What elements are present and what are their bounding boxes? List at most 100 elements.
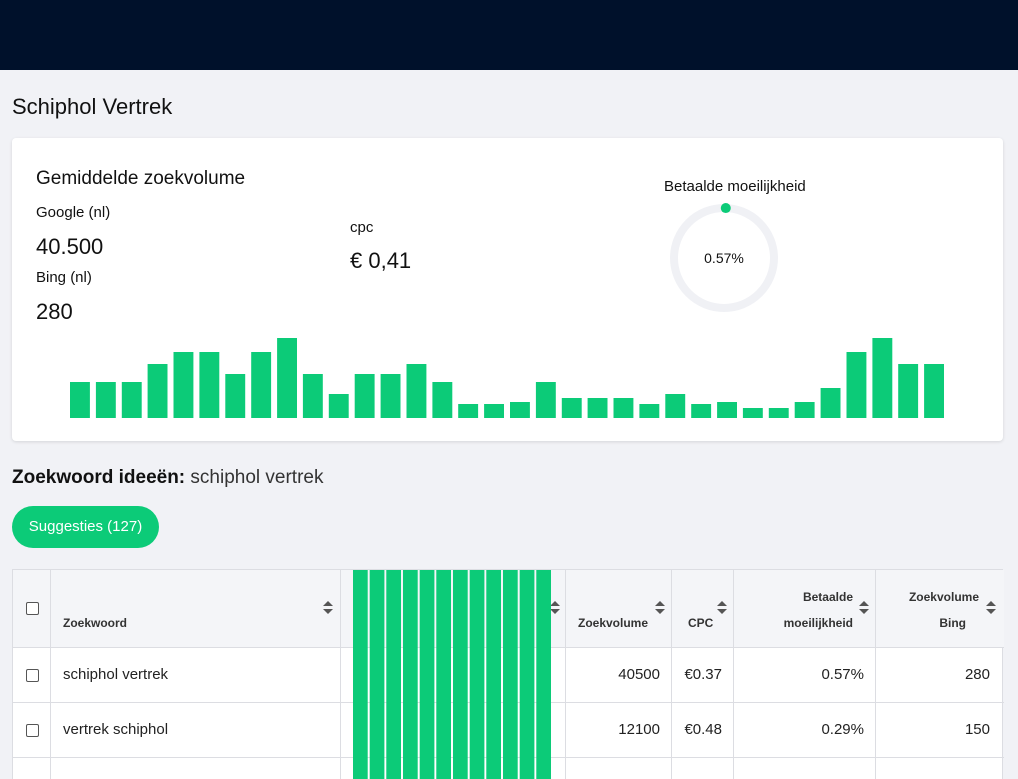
col-cpc — [672, 570, 734, 779]
trend-bar — [535, 382, 556, 418]
table-row[interactable]: vertrek schiphol 12100 €0.48 0.29% 150 — [13, 703, 1004, 758]
sort-difficulty-icon[interactable] — [859, 601, 869, 615]
trend-bar — [458, 404, 479, 418]
trend-bar — [302, 374, 323, 418]
trend-bar — [768, 408, 789, 418]
row-keyword[interactable]: schiphol vertrek — [63, 666, 169, 683]
trend-column-bar — [469, 570, 485, 779]
keyword-table: Zoekwoord Zoekvolume CPC Betaalde moeili… — [12, 569, 1004, 779]
trend-column-bars — [353, 570, 551, 779]
col-checkbox — [13, 570, 51, 779]
trend-column-bar — [386, 570, 401, 779]
row-volume: 12100 — [618, 721, 660, 738]
header-bing-line1[interactable]: Zoekvolume — [908, 590, 979, 604]
cpc-label: cpc — [350, 219, 374, 236]
col-trend — [341, 570, 566, 779]
row-checkbox[interactable] — [26, 724, 39, 737]
trend-bar — [613, 398, 634, 418]
trend-bar — [277, 338, 297, 418]
trend-bar — [95, 382, 116, 418]
trend-column-bar — [353, 570, 368, 779]
trend-bar — [639, 404, 660, 418]
trend-bar — [587, 398, 608, 418]
trend-column-bar — [536, 570, 551, 779]
trend-bar — [846, 352, 867, 418]
trend-column-bar — [503, 570, 518, 779]
google-label: Google (nl) — [36, 204, 111, 221]
google-volume-value: 40.500 — [36, 234, 104, 259]
top-navigation-bar — [0, 0, 1018, 70]
trend-column-bar — [369, 570, 385, 779]
trend-bar — [328, 394, 349, 418]
trend-bar — [691, 404, 712, 418]
trend-bar — [717, 402, 737, 418]
summary-heading: Gemiddelde zoekvolume — [36, 168, 246, 189]
trend-bar — [70, 382, 90, 418]
col-volume — [566, 570, 672, 779]
col-difficulty — [734, 570, 876, 779]
sort-keyword-icon[interactable] — [323, 601, 333, 615]
trend-bar — [794, 402, 815, 418]
sort-trend-icon[interactable] — [550, 601, 560, 615]
trend-column-bar — [403, 570, 418, 779]
bing-label: Bing (nl) — [36, 269, 92, 286]
trend-bar — [121, 382, 142, 418]
header-difficulty-line1[interactable]: Betaalde — [802, 590, 853, 604]
suggestions-button[interactable]: Suggesties (127) — [12, 506, 159, 548]
row-difficulty: 0.57% — [821, 666, 864, 683]
header-bing-line2[interactable]: Bing — [939, 616, 966, 630]
select-all-checkbox[interactable] — [26, 602, 39, 615]
trend-bar — [147, 364, 168, 418]
trend-bar — [561, 398, 582, 418]
row-volume: 40500 — [618, 666, 660, 683]
header-keyword[interactable]: Zoekwoord — [63, 616, 128, 630]
trend-bar — [225, 374, 246, 418]
trend-column-bar — [486, 570, 501, 779]
monthly-trend-chart — [70, 338, 944, 418]
keyword-ideas-label: Zoekwoord ideeën: — [12, 467, 186, 488]
summary-card: Gemiddelde zoekvolume Google (nl) 40.500… — [12, 138, 1003, 441]
sort-cpc-icon[interactable] — [717, 601, 727, 615]
header-difficulty-line2[interactable]: moeilijkheid — [783, 616, 853, 630]
trend-bar — [665, 394, 686, 418]
difficulty-value: 0.57% — [704, 250, 744, 266]
header-cpc[interactable]: CPC — [688, 616, 714, 630]
difficulty-donut-svg — [670, 203, 778, 312]
trend-bar — [484, 404, 504, 418]
trend-bar — [820, 388, 841, 418]
trend-bar — [898, 364, 919, 418]
header-volume[interactable]: Zoekvolume — [578, 616, 649, 630]
page-title: Schiphol Vertrek — [12, 94, 173, 119]
difficulty-donut: 0.57% — [668, 202, 780, 314]
trend-bar — [432, 382, 453, 418]
cpc-value: € 0,41 — [350, 248, 412, 273]
trend-column-bar — [519, 570, 535, 779]
trend-bar — [924, 364, 944, 418]
bing-volume-value: 280 — [36, 299, 73, 324]
row-cpc: €0.37 — [684, 666, 722, 683]
row-keyword[interactable]: vertrek schiphol — [63, 721, 169, 738]
sort-volume-icon[interactable] — [655, 601, 665, 615]
donut-progress-marker — [720, 203, 731, 214]
row-difficulty: 0.29% — [821, 721, 864, 738]
keyword-ideas-query: schiphol vertrek — [190, 467, 324, 488]
sort-bing-icon[interactable] — [986, 601, 996, 615]
trend-bar — [872, 338, 893, 418]
trend-bar — [380, 374, 401, 418]
trend-bar — [173, 352, 194, 418]
keyword-ideas-title: Zoekwoord ideeën: schiphol vertrek — [12, 467, 323, 489]
row-checkbox[interactable] — [26, 669, 39, 682]
trend-bar — [510, 402, 530, 418]
col-keyword — [51, 570, 341, 779]
row-bing: 280 — [964, 666, 990, 683]
trend-bar — [251, 352, 272, 418]
trend-column-bar — [453, 570, 468, 779]
trend-bar — [742, 408, 763, 418]
row-cpc: €0.48 — [684, 721, 722, 738]
trend-bar — [354, 374, 375, 418]
difficulty-label: Betaalde moeilijkheid — [664, 178, 806, 195]
trend-column-bar — [436, 570, 451, 779]
row-bing: 150 — [964, 721, 990, 738]
trend-bar — [406, 364, 427, 418]
trend-column-bar — [419, 570, 435, 779]
